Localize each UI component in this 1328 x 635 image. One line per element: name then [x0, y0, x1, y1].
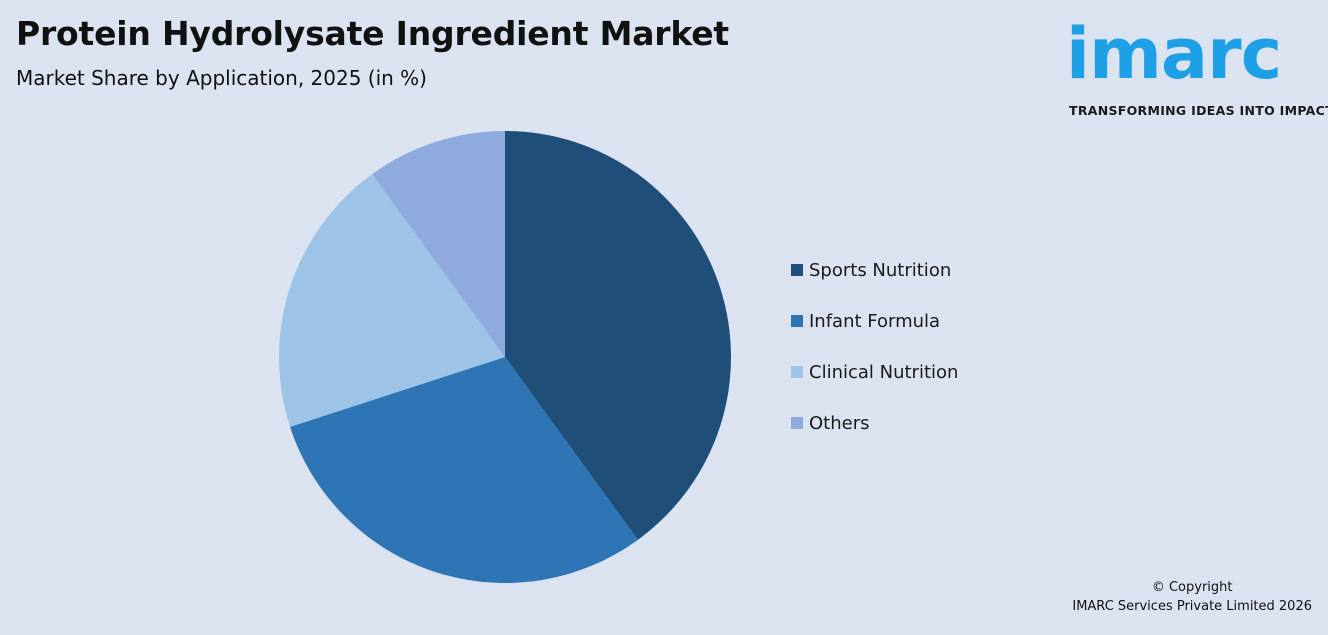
legend-swatch	[791, 366, 803, 378]
legend-swatch	[791, 315, 803, 327]
chart-title: Protein Hydrolysate Ingredient Market	[16, 14, 729, 53]
pie-slice-sports-nutrition	[505, 131, 731, 540]
legend-item-others: Others	[791, 410, 958, 436]
logo-tagline: TRANSFORMING IDEAS INTO IMPACT	[1069, 103, 1328, 118]
pie-chart	[279, 131, 731, 583]
legend-item-infant-formula: Infant Formula	[791, 308, 958, 334]
legend-label: Clinical Nutrition	[809, 361, 959, 383]
legend-swatch	[791, 264, 803, 276]
logo-wordmark: imarc	[1066, 13, 1282, 95]
legend-label: Infant Formula	[809, 310, 941, 332]
copyright-owner: IMARC Services Private Limited 2026	[1072, 599, 1312, 614]
copyright-notice: © Copyright IMARC Services Private Limit…	[1072, 578, 1312, 616]
chart-subtitle: Market Share by Application, 2025 (in %)	[16, 66, 427, 90]
pie-slice-clinical-nutrition	[279, 174, 505, 427]
imarc-logo: imarc TRANSFORMING IDEAS INTO IMPACT	[1060, 10, 1328, 122]
legend-item-clinical-nutrition: Clinical Nutrition	[791, 359, 958, 385]
pie-slice-others	[372, 131, 505, 357]
legend-swatch	[791, 417, 803, 429]
legend-item-sports-nutrition: Sports Nutrition	[791, 257, 958, 283]
pie-slice-infant-formula	[290, 357, 638, 583]
copyright-line: © Copyright	[1151, 580, 1233, 595]
legend-label: Sports Nutrition	[809, 259, 952, 281]
legend-label: Others	[809, 412, 870, 434]
chart-legend: Sports Nutrition Infant Formula Clinical…	[791, 257, 958, 461]
